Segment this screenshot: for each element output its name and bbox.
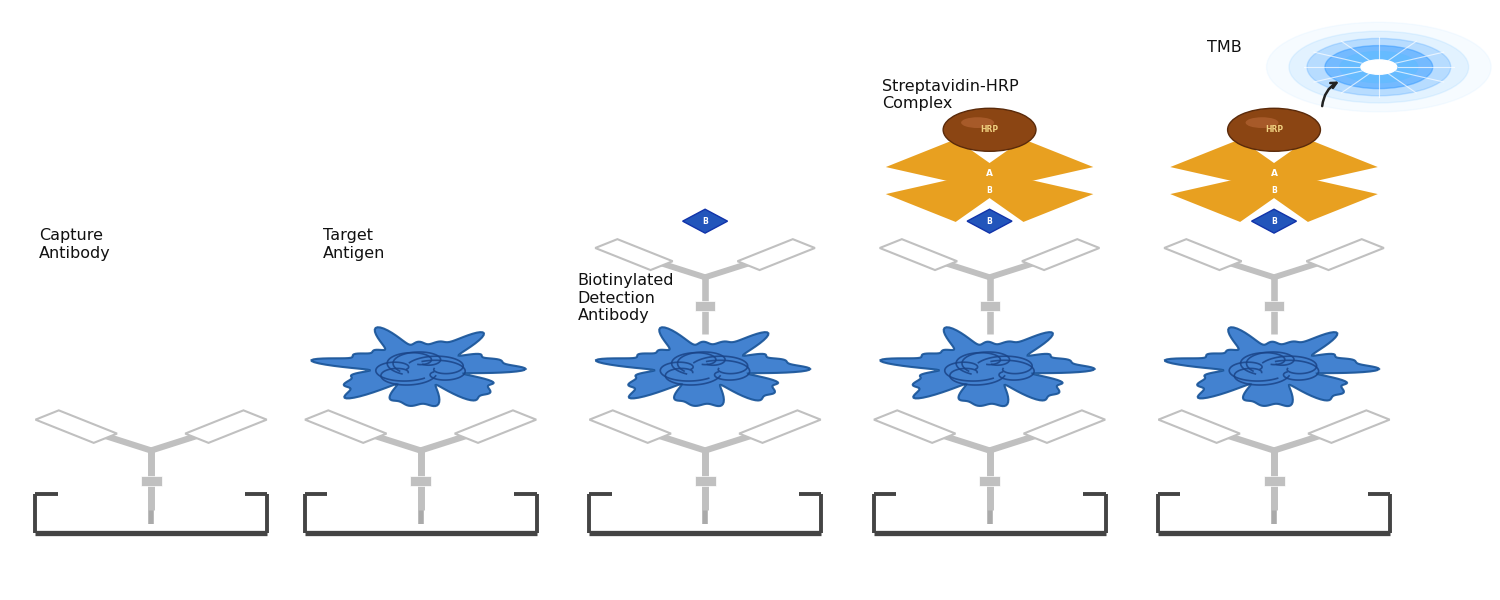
Polygon shape bbox=[874, 410, 956, 443]
Bar bbox=[980, 301, 999, 311]
Circle shape bbox=[1238, 166, 1310, 195]
Circle shape bbox=[1324, 46, 1432, 89]
Ellipse shape bbox=[1245, 117, 1278, 128]
Polygon shape bbox=[879, 239, 957, 270]
Polygon shape bbox=[974, 174, 1094, 222]
Polygon shape bbox=[1251, 209, 1296, 233]
Polygon shape bbox=[1166, 327, 1378, 406]
Polygon shape bbox=[1158, 410, 1240, 443]
Polygon shape bbox=[596, 239, 672, 270]
Text: Target
Antigen: Target Antigen bbox=[324, 229, 386, 261]
Text: TMB: TMB bbox=[1206, 40, 1242, 55]
Polygon shape bbox=[974, 139, 1094, 187]
Circle shape bbox=[1360, 60, 1396, 74]
Bar bbox=[1264, 301, 1284, 311]
Text: Biotinylated
Detection
Antibody: Biotinylated Detection Antibody bbox=[578, 273, 675, 323]
Bar bbox=[1263, 476, 1284, 487]
Bar bbox=[980, 476, 1000, 487]
Polygon shape bbox=[1164, 239, 1242, 270]
Bar bbox=[694, 301, 715, 311]
Text: Capture
Antibody: Capture Antibody bbox=[39, 229, 111, 261]
Circle shape bbox=[1266, 22, 1491, 112]
Polygon shape bbox=[1306, 239, 1384, 270]
Polygon shape bbox=[886, 139, 1005, 187]
Text: B: B bbox=[987, 185, 993, 194]
Polygon shape bbox=[968, 209, 1012, 233]
Polygon shape bbox=[1170, 174, 1290, 222]
Text: B: B bbox=[1270, 185, 1276, 194]
Bar bbox=[141, 476, 162, 487]
Polygon shape bbox=[738, 239, 815, 270]
Text: Streptavidin-HRP
Complex: Streptavidin-HRP Complex bbox=[882, 79, 1019, 112]
Ellipse shape bbox=[962, 117, 994, 128]
Polygon shape bbox=[1022, 239, 1100, 270]
Circle shape bbox=[1306, 38, 1450, 96]
Ellipse shape bbox=[1227, 108, 1320, 151]
Polygon shape bbox=[454, 410, 536, 443]
Text: HRP: HRP bbox=[1264, 125, 1282, 134]
Polygon shape bbox=[596, 327, 810, 406]
Text: A: A bbox=[1270, 169, 1278, 178]
Polygon shape bbox=[1308, 410, 1389, 443]
Polygon shape bbox=[740, 410, 821, 443]
Polygon shape bbox=[682, 209, 728, 233]
Polygon shape bbox=[1023, 410, 1106, 443]
Polygon shape bbox=[36, 410, 117, 443]
Polygon shape bbox=[880, 327, 1095, 406]
Text: B: B bbox=[702, 217, 708, 226]
Text: A: A bbox=[986, 169, 993, 178]
Polygon shape bbox=[312, 327, 525, 406]
Polygon shape bbox=[184, 410, 267, 443]
Polygon shape bbox=[1258, 174, 1378, 222]
Polygon shape bbox=[590, 410, 670, 443]
Polygon shape bbox=[886, 174, 1005, 222]
Circle shape bbox=[1340, 52, 1418, 83]
Bar bbox=[410, 476, 430, 487]
Polygon shape bbox=[1170, 139, 1290, 187]
Bar bbox=[694, 476, 715, 487]
Circle shape bbox=[1288, 31, 1468, 103]
Text: HRP: HRP bbox=[981, 125, 999, 134]
Ellipse shape bbox=[944, 108, 1036, 151]
Polygon shape bbox=[304, 410, 387, 443]
Text: B: B bbox=[987, 217, 993, 226]
Polygon shape bbox=[1258, 139, 1378, 187]
Circle shape bbox=[954, 166, 1026, 195]
Text: B: B bbox=[1270, 217, 1276, 226]
